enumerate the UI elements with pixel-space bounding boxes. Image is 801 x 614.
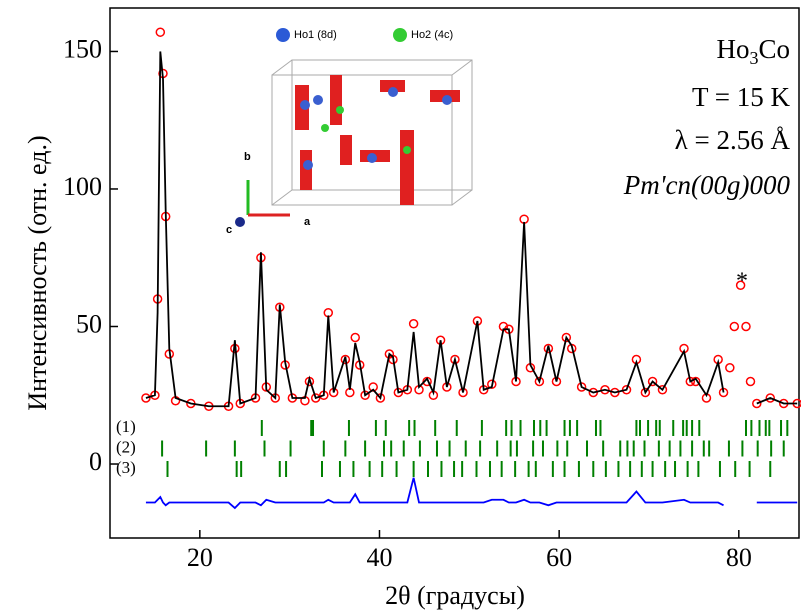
c-label: c bbox=[226, 224, 232, 236]
observed-point bbox=[576, 382, 587, 392]
observed-point bbox=[534, 376, 545, 387]
observed-point bbox=[155, 27, 166, 37]
formula-part: Co bbox=[758, 34, 790, 64]
x-axis-title: 2θ (градусы) bbox=[385, 581, 525, 610]
x-tick-label: 60 bbox=[546, 543, 572, 572]
c-axis bbox=[235, 217, 245, 227]
y-tick-label: 150 bbox=[63, 34, 102, 63]
observed-point bbox=[600, 385, 610, 395]
temperature: T = 15 K bbox=[692, 82, 790, 112]
observed-point bbox=[725, 363, 735, 373]
y-tick-label: 100 bbox=[63, 172, 102, 201]
observed-point bbox=[588, 387, 599, 398]
observed-point bbox=[729, 321, 740, 332]
x-tick-label: 40 bbox=[366, 543, 392, 572]
observed-point bbox=[621, 385, 632, 395]
profile-line bbox=[145, 477, 798, 510]
ho2-sphere bbox=[393, 28, 407, 42]
observed-point bbox=[647, 376, 658, 387]
inset: Ho1 (8d) Ho2 (4c) b a c bbox=[226, 28, 473, 236]
observed-point bbox=[450, 354, 460, 365]
spin-arrows bbox=[295, 75, 460, 205]
x-tick-label: 20 bbox=[187, 543, 213, 572]
ho2-label: Ho2 (4c) bbox=[411, 29, 453, 41]
x-tick-label: 80 bbox=[726, 543, 752, 572]
ho1-sphere bbox=[276, 28, 290, 42]
a-label: a bbox=[304, 216, 311, 228]
y-tick-label: 50 bbox=[76, 309, 102, 338]
observed-point bbox=[657, 385, 668, 395]
profile-line bbox=[145, 51, 798, 408]
bragg-label: (1) bbox=[116, 417, 136, 436]
y-tick-label: 0 bbox=[89, 447, 102, 476]
observed-point bbox=[741, 321, 751, 332]
bragg-label: (2) bbox=[116, 437, 136, 456]
observed-point bbox=[487, 379, 497, 390]
observed-point bbox=[735, 280, 746, 290]
observed-point bbox=[745, 376, 756, 387]
observed-point bbox=[350, 332, 360, 343]
ho2-atoms bbox=[321, 106, 411, 154]
plot-frame bbox=[109, 7, 800, 539]
ho-atoms bbox=[300, 87, 452, 170]
observed-point bbox=[408, 318, 419, 329]
formula-part: Ho bbox=[716, 34, 749, 64]
wavelength: λ = 2.56 Å bbox=[675, 125, 791, 155]
observed-point bbox=[310, 393, 321, 403]
observed-point bbox=[765, 393, 776, 403]
observed-point bbox=[340, 354, 351, 365]
observed-point bbox=[543, 343, 554, 354]
formula-sub: 3 bbox=[749, 48, 758, 68]
space-group: Pm'cn(00g)000 bbox=[623, 170, 791, 200]
observed-point bbox=[141, 393, 151, 403]
bragg-label: (3) bbox=[116, 458, 136, 477]
observed-point bbox=[610, 387, 620, 398]
y-axis-title: Интенсивность (отн. ед.) bbox=[23, 135, 52, 410]
observed-point bbox=[752, 398, 762, 409]
observed-point bbox=[640, 387, 651, 398]
b-label: b bbox=[244, 151, 251, 163]
ho1-label: Ho1 (8d) bbox=[294, 29, 337, 41]
formula: Ho3Co bbox=[716, 34, 790, 68]
unit-cell bbox=[271, 59, 473, 206]
